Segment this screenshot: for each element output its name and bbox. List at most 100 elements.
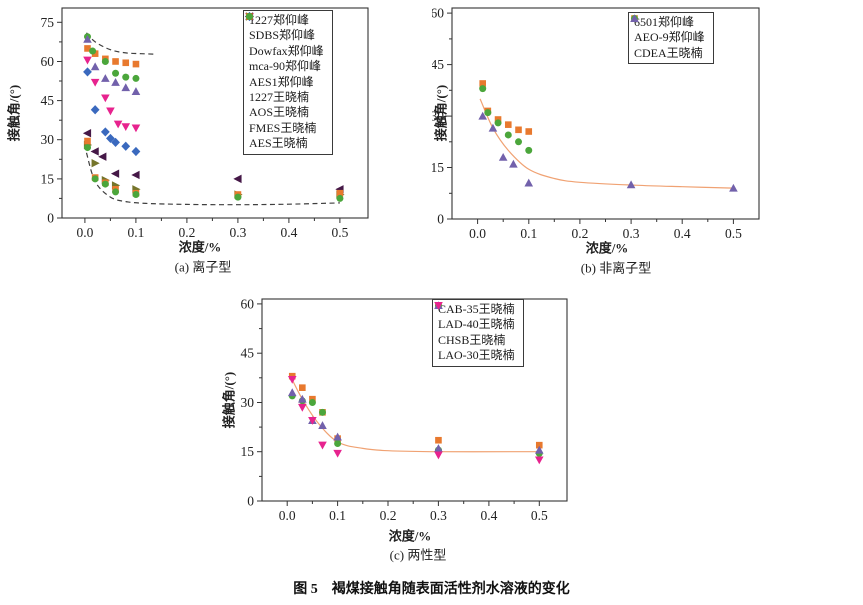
svg-text:0.0: 0.0 xyxy=(469,226,486,241)
legend-item: 1227郑仰峰 xyxy=(246,13,324,28)
legend-label: Dowfax郑仰峰 xyxy=(249,43,324,58)
series-6501郑仰峰 xyxy=(479,80,533,135)
chart-b-y-axis-label: 接触角/(°) xyxy=(433,84,449,142)
legend-marker-triangle-down-icon xyxy=(434,302,443,310)
svg-text:0.3: 0.3 xyxy=(623,226,640,241)
svg-text:75: 75 xyxy=(41,15,55,30)
svg-text:30: 30 xyxy=(41,132,55,147)
chart-c-canvas: 0.0 0.1 0.2 0.3 0.4 0.5 0 15 30 45 60 xyxy=(241,296,568,523)
axes: 0.0 0.1 0.2 0.3 0.4 0.5 0 15 30 45 60 xyxy=(432,6,760,241)
chart-a-legend: 1227郑仰峰 SDBS郑仰峰 Dowfax郑仰峰 mca-90郑仰峰 AES1郑仰峰 1… xyxy=(243,10,333,155)
svg-text:45: 45 xyxy=(241,346,255,361)
svg-text:0.2: 0.2 xyxy=(178,225,195,240)
svg-text:30: 30 xyxy=(432,109,444,124)
chart-b-x-axis-label: 浓度/% xyxy=(585,240,629,256)
legend-item: 1227王晓楠 xyxy=(244,12,324,105)
series-AES王晓楠 xyxy=(84,144,344,202)
legend-label: AEO-9郑仰峰 xyxy=(634,30,705,45)
legend-label: 6501郑仰峰 xyxy=(634,15,695,29)
legend-item: AOS王晓楠 xyxy=(245,12,324,120)
legend-label: LAO-30王晓楠 xyxy=(438,348,515,363)
svg-text:0.5: 0.5 xyxy=(725,226,742,241)
svg-text:0.3: 0.3 xyxy=(229,225,246,240)
svg-text:0.4: 0.4 xyxy=(280,225,297,240)
chart-c-y-axis-label: 接触角/(°) xyxy=(221,371,237,429)
chart-b-subtitle: (b) 非离子型 xyxy=(580,260,652,276)
series-CAB-35王晓楠 xyxy=(288,372,543,449)
fit-curves xyxy=(289,374,540,453)
series-LAD-40王晓楠 xyxy=(288,392,543,457)
legend-label: 1227郑仰峰 xyxy=(249,13,310,27)
legend-item: CAB-35王晓楠 xyxy=(435,302,515,317)
svg-text:0.3: 0.3 xyxy=(430,508,447,523)
figure-caption: 图 5 褐煤接触角随表面活性剂水溶液的变化 xyxy=(293,582,570,597)
svg-text:0.2: 0.2 xyxy=(380,508,397,523)
legend-label: AOS王晓楠 xyxy=(249,105,310,120)
series-mca-90郑仰峰 xyxy=(83,56,141,133)
legend-marker-triangle-up-icon xyxy=(630,14,639,22)
svg-text:0.2: 0.2 xyxy=(571,226,588,241)
legend-label: mca-90郑仰峰 xyxy=(249,59,321,74)
fit-curves xyxy=(479,98,734,189)
svg-text:0.0: 0.0 xyxy=(279,508,296,523)
series-CHSB王晓楠 xyxy=(287,388,544,454)
svg-text:45: 45 xyxy=(41,93,55,108)
svg-text:0.4: 0.4 xyxy=(674,226,691,241)
svg-text:15: 15 xyxy=(432,160,444,175)
legend-item: AES1郑仰峰 xyxy=(245,11,324,90)
legend-item: AEO-9郑仰峰 xyxy=(631,15,705,45)
legend-label: 1227王晓楠 xyxy=(249,90,310,105)
svg-text:60: 60 xyxy=(241,296,255,311)
legend-item: LAD-40王晓楠 xyxy=(435,302,515,332)
legend-label: CAB-35王晓楠 xyxy=(438,302,515,316)
legend-label: AES1郑仰峰 xyxy=(249,74,314,89)
svg-text:0: 0 xyxy=(437,212,444,227)
chart-c-legend: CAB-35王晓楠 LAD-40王晓楠 CHSB王晓楠 LAO-30王晓楠 xyxy=(432,299,524,367)
chart-a-subtitle: (a) 离子型 xyxy=(174,259,232,275)
svg-text:0.1: 0.1 xyxy=(329,508,346,523)
series-SDBS郑仰峰 xyxy=(84,33,140,82)
chart-c-x-axis-label: 浓度/% xyxy=(388,528,432,544)
svg-text:15: 15 xyxy=(241,444,255,459)
legend-label: SDBS郑仰峰 xyxy=(249,28,316,43)
axes: 0.0 0.1 0.2 0.3 0.4 0.5 0 15 30 45 60 xyxy=(241,296,568,523)
svg-text:60: 60 xyxy=(432,6,444,21)
svg-text:60: 60 xyxy=(41,54,55,69)
legend-label: CHSB王晓楠 xyxy=(438,332,506,347)
legend-item: CDEA王晓楠 xyxy=(630,14,705,61)
legend-item: AES王晓楠 xyxy=(246,13,324,151)
svg-text:15: 15 xyxy=(41,171,55,186)
legend-label: AES王晓楠 xyxy=(249,136,308,151)
svg-text:30: 30 xyxy=(241,395,255,410)
legend-label: LAD-40王晓楠 xyxy=(438,317,515,332)
chart-c-subtitle: (c) 两性型 xyxy=(389,547,447,563)
legend-label: CDEA王晓楠 xyxy=(634,45,703,60)
fit-curves xyxy=(85,32,340,206)
series-Dowfax郑仰峰 xyxy=(83,35,141,95)
chart-b-canvas: 0.0 0.1 0.2 0.3 0.4 0.5 0 15 30 45 60 xyxy=(432,6,760,241)
legend-item: LAO-30王晓楠 xyxy=(434,302,515,363)
svg-text:0.1: 0.1 xyxy=(520,226,537,241)
legend-marker-circle-icon xyxy=(246,13,253,20)
series-AES1郑仰峰 xyxy=(83,67,141,157)
series-AEO-9郑仰峰 xyxy=(479,85,533,154)
axes: 0.0 0.1 0.2 0.3 0.4 0.5 0 15 30 45 60 75 xyxy=(41,7,369,240)
svg-text:0.5: 0.5 xyxy=(531,508,548,523)
svg-text:0.0: 0.0 xyxy=(76,225,93,240)
svg-text:0: 0 xyxy=(47,211,54,226)
series-CDEA王晓楠 xyxy=(478,111,738,192)
chart-a-canvas: 0.0 0.1 0.2 0.3 0.4 0.5 0 15 30 45 60 75 xyxy=(41,7,369,240)
legend-item: SDBS郑仰峰 xyxy=(246,13,324,43)
chart-a-x-axis-label: 浓度/% xyxy=(178,239,222,255)
chart-c: 0.0 0.1 0.2 0.3 0.4 0.5 0 15 30 45 60 接触角/(°) 浓度/%… xyxy=(180,290,640,580)
legend-item: 6501郑仰峰 xyxy=(631,15,705,30)
chart-a: 0.0 0.1 0.2 0.3 0.4 0.5 0 15 30 45 60 75 接触角/(°) 浓度… xyxy=(0,0,431,290)
legend-item: FMES王晓楠 xyxy=(246,13,324,136)
legend-label: FMES王晓楠 xyxy=(249,120,317,135)
chart-b: 0.0 0.1 0.2 0.3 0.4 0.5 0 15 30 45 60 接触角/(°) 浓度/%… xyxy=(432,0,863,290)
svg-text:45: 45 xyxy=(432,57,444,72)
legend-item: Dowfax郑仰峰 xyxy=(245,12,324,59)
series-LAO-30王晓楠 xyxy=(287,375,544,465)
legend-item: CHSB王晓楠 xyxy=(434,301,515,348)
